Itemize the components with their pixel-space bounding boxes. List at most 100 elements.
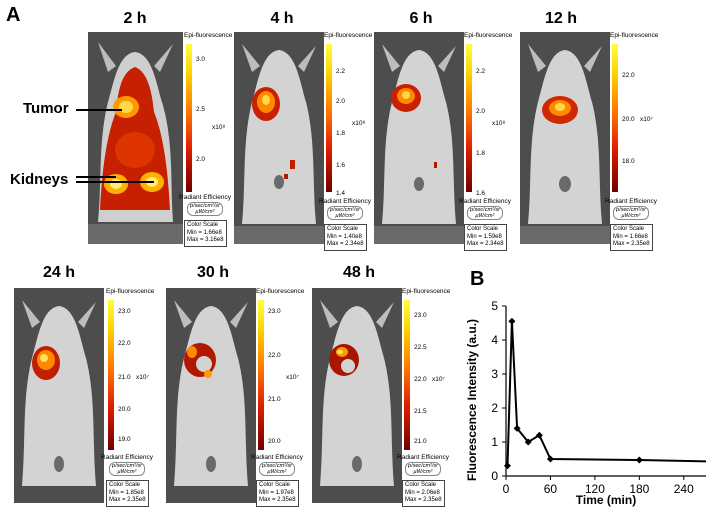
x-tick-label: 0 <box>503 482 510 496</box>
data-point <box>635 456 643 464</box>
y-tick-label: 2 <box>491 401 498 415</box>
colorbar-tick: 22.5 <box>414 344 427 351</box>
colorbar-unit: x10⁷ <box>432 376 445 383</box>
colorbar-unit: x10⁸ <box>492 120 506 127</box>
radiant-efficiency-label: Radiant Efficiency p/sec/cm²/sr μW/cm² <box>251 454 303 476</box>
colorbar-tick: 1.6 <box>336 162 346 169</box>
colorbar-tick: 23.0 <box>268 308 281 315</box>
time-label-6h: 6 h <box>409 10 433 27</box>
radiant-efficiency-label: Radiant Efficiency p/sec/cm²/sr μW/cm² <box>605 198 657 220</box>
colorbar-tick: 22.0 <box>118 340 131 347</box>
colorbar-tick: 1.8 <box>336 130 346 137</box>
colorbar-tick: 21.0 <box>414 438 427 445</box>
tumor-callout: Tumor <box>23 100 69 117</box>
colorbar-tick: 2.2 <box>336 68 346 75</box>
time-label-12h: 12 h <box>544 10 577 27</box>
data-point <box>535 431 543 439</box>
colorbar-unit: x10⁷ <box>640 116 653 123</box>
colorbar-48h: Epi-fluorescence 23.0 22.5 22.0 21.5 21.… <box>397 288 451 507</box>
mouse-image-6h <box>374 32 464 244</box>
data-point <box>524 438 532 446</box>
colorbar-gradient <box>258 300 264 450</box>
colorbar-tick: 1.4 <box>336 190 346 197</box>
colorbar-unit: x10⁸ <box>352 120 366 127</box>
time-label-48h: 48 h <box>342 264 375 281</box>
colorbar-tick: 1.8 <box>476 150 486 157</box>
data-point <box>503 462 511 470</box>
colorbar-tick: 20.0 <box>118 406 131 413</box>
colorbar-2h: Epi-fluorescence 3.0 2.5 2.0 x10⁸ Radian… <box>179 32 233 247</box>
time-label-24h: 24 h <box>42 264 75 281</box>
x-axis-label: Time (min) <box>576 493 636 507</box>
colorbar-title: Epi-fluorescence <box>402 288 451 295</box>
colorbar-tick: 18.0 <box>622 158 635 165</box>
colorbar-gradient <box>186 44 192 192</box>
colorbar-unit: x10⁸ <box>212 124 226 131</box>
colorbar-12h: Epi-fluorescence 22.0 20.0 18.0 x10⁷ Rad… <box>605 32 659 251</box>
kidneys-callout: Kidneys <box>10 171 69 188</box>
colorbar-tick: 20.0 <box>622 116 635 123</box>
y-tick-label: 1 <box>491 435 498 449</box>
radiant-efficiency-label: Radiant Efficiency p/sec/cm²/sr μW/cm² <box>459 198 511 220</box>
mouse-image-24h <box>14 288 104 503</box>
colorbar-gradient <box>326 44 332 192</box>
series-line <box>506 321 707 466</box>
x-tick-label: 180 <box>629 482 649 496</box>
y-tick-label: 5 <box>491 299 498 313</box>
y-tick-label: 3 <box>491 367 498 381</box>
colorbar-gradient <box>404 300 410 450</box>
colorbar-gradient <box>466 44 472 192</box>
mouse-image-4h <box>234 32 324 244</box>
time-label-4h: 4 h <box>270 10 294 27</box>
time-label-30h: 30 h <box>196 264 229 281</box>
panel-a-label: A <box>6 4 21 26</box>
colorbar-tick: 22.0 <box>622 72 635 79</box>
colorbar-unit: x10⁷ <box>286 374 299 381</box>
color-scale-box: Color Scale Min = 1.59e8 Max = 2.34e8 <box>464 224 507 251</box>
data-point <box>546 455 554 463</box>
colorbar-tick: 21.0 <box>118 374 131 381</box>
tumor-pointer-line <box>76 109 122 111</box>
x-tick-label: 60 <box>544 482 558 496</box>
colorbar-30h: Epi-fluorescence 23.0 22.0 21.0 20.0 x10… <box>251 288 305 507</box>
mouse-image-12h <box>520 32 610 244</box>
colorbar-tick: 23.0 <box>414 312 427 319</box>
colorbar-tick: 21.0 <box>268 396 281 403</box>
x-tick-label: 240 <box>674 482 694 496</box>
data-point <box>508 317 516 325</box>
colorbar-tick: 2.0 <box>336 98 346 105</box>
colorbar-title: Epi-fluorescence <box>256 288 305 295</box>
colorbar-title: Epi-fluorescence <box>610 32 659 39</box>
radiant-efficiency-label: Radiant Efficiency p/sec/cm²/sr μW/cm² <box>179 194 231 216</box>
colorbar-title: Epi-fluorescence <box>464 32 513 39</box>
colorbar-24h: Epi-fluorescence 23.0 22.0 21.0 20.0 19.… <box>101 288 155 507</box>
colorbar-tick: 3.0 <box>196 56 206 63</box>
colorbar-tick: 2.0 <box>476 108 486 115</box>
colorbar-tick: 19.0 <box>118 436 131 443</box>
colorbar-unit: x10⁷ <box>136 374 149 381</box>
radiant-efficiency-label: Radiant Efficiency p/sec/cm²/sr μW/cm² <box>101 454 153 476</box>
colorbar-tick: 2.2 <box>476 68 486 75</box>
colorbar-title: Epi-fluorescence <box>106 288 155 295</box>
colorbar-4h: Epi-fluorescence 2.2 2.0 1.8 1.6 1.4 x10… <box>319 32 372 251</box>
color-scale-box: Color Scale Min = 1.40e8 Max = 2.34e8 <box>324 224 367 251</box>
colorbar-tick: 23.0 <box>118 308 131 315</box>
colorbar-tick: 1.6 <box>476 190 486 197</box>
colorbar-gradient <box>108 300 114 450</box>
colorbar-title: Epi-fluorescence <box>184 32 233 39</box>
mouse-image-48h <box>312 288 402 503</box>
x-tick-label: 120 <box>585 482 605 496</box>
colorbar-tick: 20.0 <box>268 438 281 445</box>
colorbar-6h: Epi-fluorescence 2.2 2.0 1.8 1.6 x10⁸ Ra… <box>459 32 513 251</box>
color-scale-box: Color Scale Min = 1.66e8 Max = 2.35e8 <box>610 224 653 251</box>
data-point <box>513 424 521 432</box>
colorbar-gradient <box>612 44 618 192</box>
kidneys-pointer-line-right <box>76 181 154 183</box>
fluorescence-chart: Fluorescence Intensity (a.u.) Time (min)… <box>465 299 707 507</box>
color-scale-box: Color Scale Min = 1.66e8 Max = 3.16e8 <box>184 220 227 247</box>
colorbar-tick: 2.0 <box>196 156 206 163</box>
color-scale-box: Color Scale Min = 1.97e8 Max = 2.35e8 <box>256 480 299 507</box>
colorbar-tick: 21.5 <box>414 408 427 415</box>
color-scale-box: Color Scale Min = 2.06e8 Max = 2.35e8 <box>402 480 445 507</box>
y-tick-label: 0 <box>491 469 498 483</box>
